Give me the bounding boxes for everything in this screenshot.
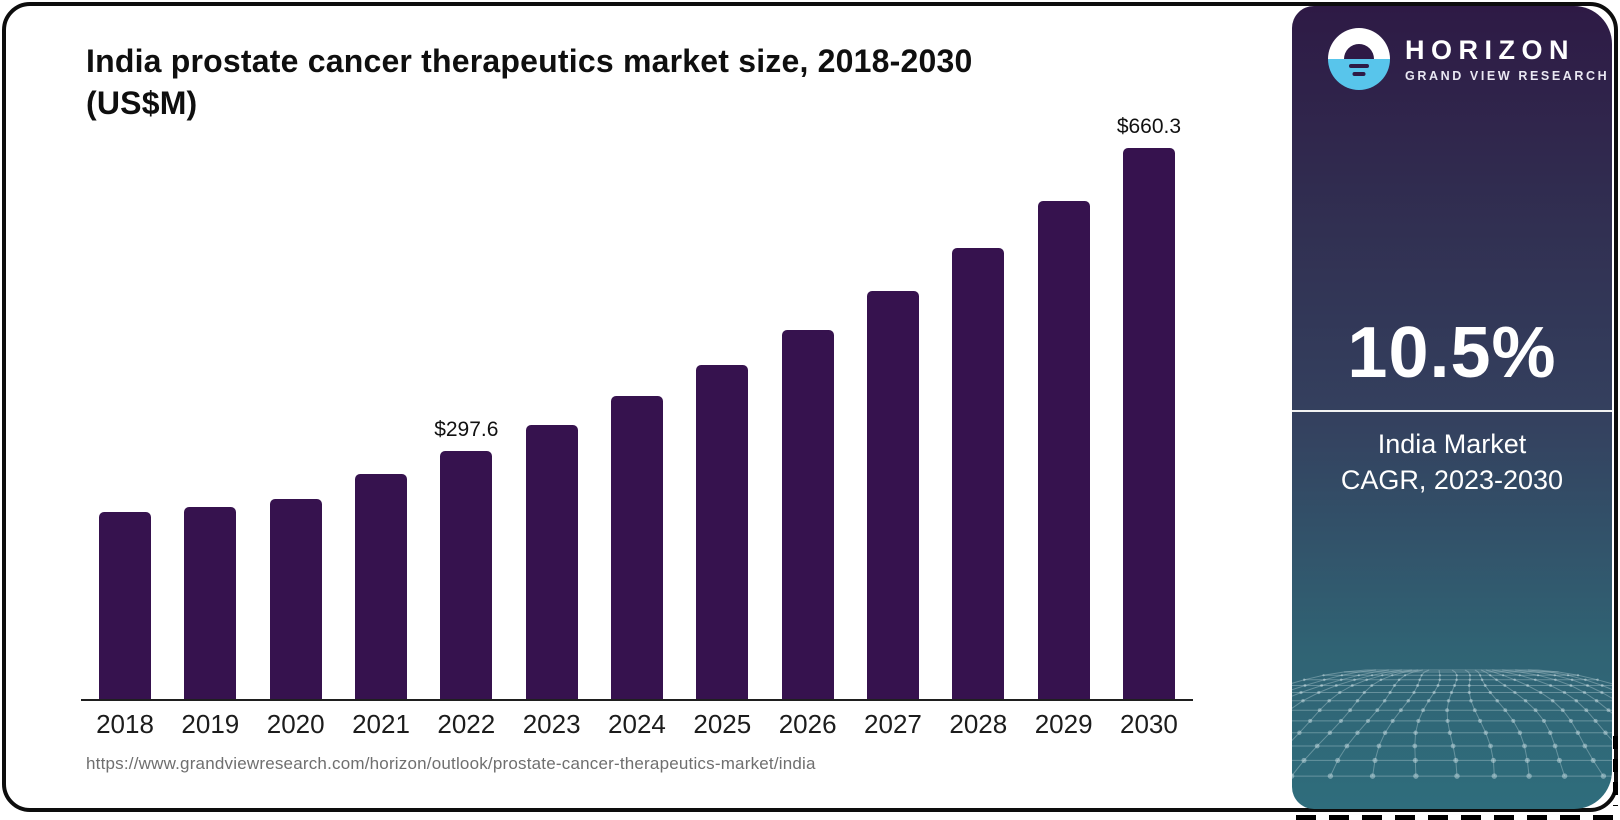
- sun-reflection-icon: [1352, 72, 1366, 76]
- x-axis-label-2023: 2023: [522, 709, 581, 739]
- bar-2026: [781, 330, 834, 699]
- bar-chart-plot-area: $297.6 $660.3: [99, 115, 1181, 699]
- bar-column-2024: [610, 396, 663, 699]
- bar-2023: [525, 425, 578, 699]
- bar-column-2021: [354, 474, 407, 699]
- bar-column-2029: [1037, 201, 1090, 699]
- bar-2022: [440, 451, 493, 699]
- x-axis-label-2025: 2025: [693, 709, 752, 739]
- x-axis-label-2027: 2027: [864, 709, 922, 739]
- bar-column-2030: $660.3: [1117, 115, 1181, 699]
- clipped-dashed-border-right: [1613, 736, 1618, 806]
- cagr-caption: India Market CAGR, 2023-2030: [1292, 426, 1612, 498]
- bar-2029: [1037, 201, 1090, 699]
- bar-column-2028: [952, 248, 1005, 699]
- stat-divider: [1292, 410, 1612, 412]
- bar-column-2026: [781, 330, 834, 699]
- bar-2021: [354, 474, 407, 699]
- x-axis-label-2028: 2028: [949, 709, 1008, 739]
- chart-title: India prostate cancer therapeutics marke…: [86, 40, 973, 124]
- bar-2018: [99, 512, 151, 699]
- cagr-caption-line2: CAGR, 2023-2030: [1340, 465, 1564, 495]
- x-axis-label-2026: 2026: [778, 709, 837, 739]
- x-axis-label-2018: 2018: [96, 709, 154, 739]
- bar-column-2023: [525, 425, 578, 699]
- x-axis-label-2029: 2029: [1034, 709, 1093, 739]
- brand-sidebar: HORIZON GRAND VIEW RESEARCH 10.5% India …: [1292, 6, 1612, 809]
- logo-text: HORIZON GRAND VIEW RESEARCH: [1405, 35, 1609, 83]
- bar-value-label-2030: $660.3: [1116, 115, 1182, 138]
- x-axis-label-2021: 2021: [352, 709, 410, 739]
- bar-2028: [952, 248, 1005, 699]
- x-axis-label-2030: 2030: [1120, 709, 1178, 739]
- bar-column-2018: [99, 512, 151, 699]
- x-axis-line: [81, 699, 1193, 701]
- x-axis-label-2024: 2024: [608, 709, 666, 739]
- bar-column-2020: [269, 499, 322, 699]
- x-axis-labels: 2018 2019 2020 2021 2022 2023 2024 2025 2026 2027…: [96, 709, 1178, 740]
- cagr-value: 10.5%: [1347, 313, 1557, 393]
- clipped-dashed-border-bottom: [1296, 815, 1616, 820]
- horizon-logo: HORIZON GRAND VIEW RESEARCH: [1328, 28, 1609, 90]
- bar-2019: [184, 507, 237, 699]
- bar-2024: [610, 396, 663, 699]
- bar-2020: [269, 499, 322, 699]
- source-url: https://www.grandviewresearch.com/horizo…: [86, 754, 816, 773]
- bar-2025: [696, 365, 749, 699]
- chart-title-line2: (US$M): [86, 85, 198, 121]
- x-axis-label-2020: 2020: [266, 709, 325, 739]
- wireframe-mesh-graphic: [1292, 669, 1612, 779]
- x-axis-label-2022: 2022: [437, 709, 496, 739]
- bar-value-label-2022: $297.6: [434, 418, 499, 441]
- chart-title-line1: India prostate cancer therapeutics marke…: [86, 43, 973, 79]
- bar-column-2019: [184, 507, 237, 699]
- horizon-sun-icon: [1328, 28, 1390, 90]
- brand-subtitle: GRAND VIEW RESEARCH: [1405, 69, 1610, 83]
- sun-dome-icon: [1344, 44, 1374, 59]
- bar-column-2025: [696, 365, 749, 699]
- bar-2027: [866, 291, 919, 699]
- bar-2030: [1122, 148, 1175, 699]
- brand-name: HORIZON: [1405, 35, 1575, 65]
- cagr-caption-line1: India Market: [1377, 429, 1527, 459]
- sun-reflection-icon: [1349, 64, 1369, 68]
- bar-column-2022: $297.6: [434, 418, 498, 699]
- x-axis-label-2019: 2019: [181, 709, 240, 739]
- bar-column-2027: [866, 291, 919, 699]
